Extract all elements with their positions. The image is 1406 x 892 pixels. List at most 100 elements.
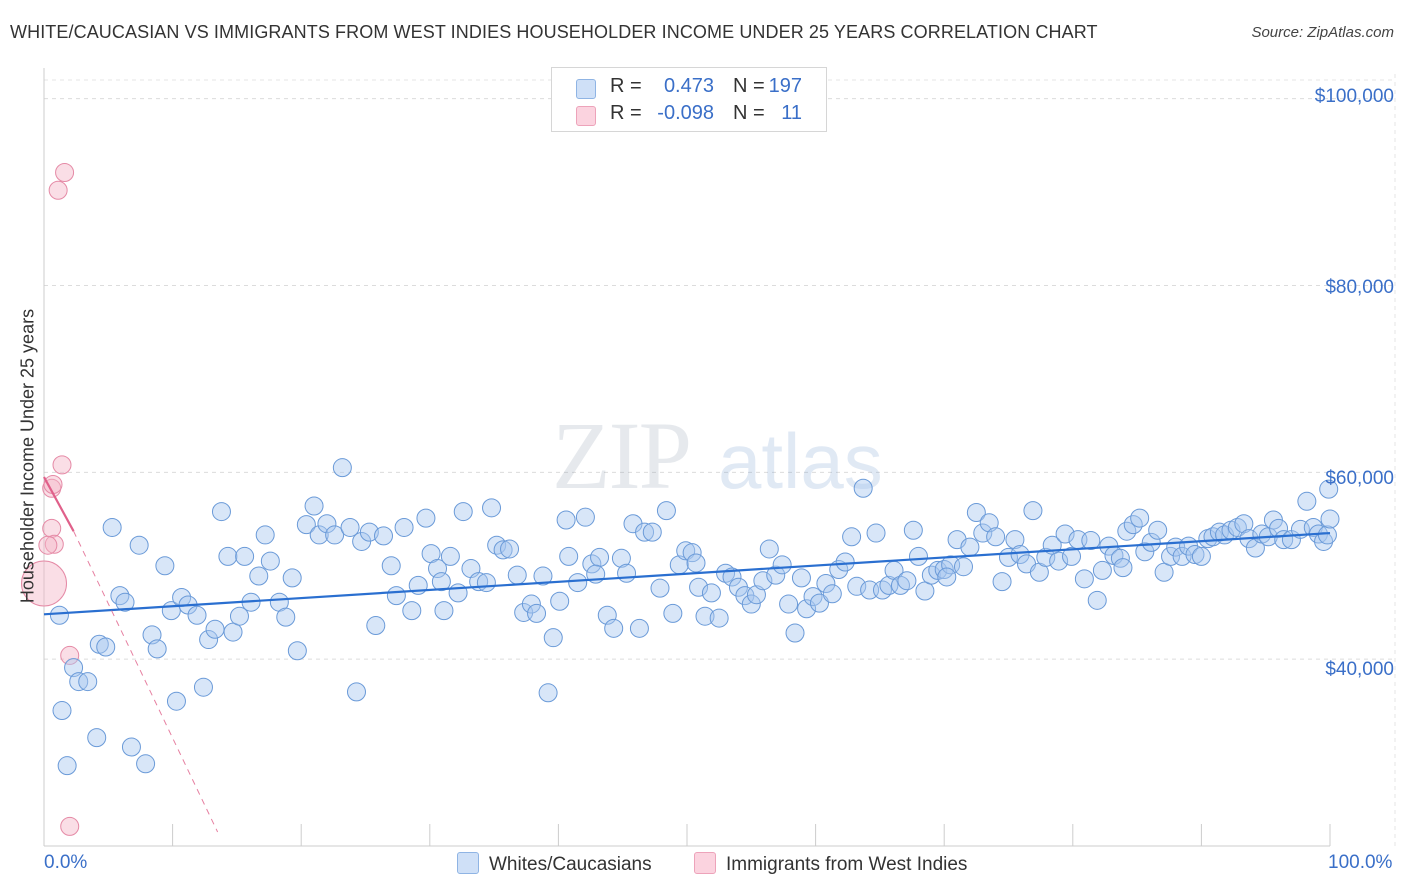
whites-point xyxy=(822,584,842,604)
whites-point xyxy=(205,619,225,639)
y-axis-label: Householder Income Under 25 years xyxy=(17,308,38,604)
whites-point xyxy=(129,535,149,555)
whites-point xyxy=(440,546,460,566)
whites-point xyxy=(1036,547,1056,567)
whites-point xyxy=(791,568,811,588)
whites-point xyxy=(431,572,451,592)
whites-point xyxy=(255,525,275,545)
west-indies-series xyxy=(21,162,80,836)
whites-point xyxy=(276,607,296,627)
west-indies-point xyxy=(43,474,63,494)
whites-point xyxy=(304,496,324,516)
whites-point xyxy=(527,603,547,623)
whites-point xyxy=(218,546,238,566)
whites-point xyxy=(842,527,862,547)
whites-point xyxy=(1245,538,1265,558)
west-indies-point xyxy=(52,455,72,475)
whites-point xyxy=(835,552,855,572)
whites-point xyxy=(1113,558,1133,578)
whites-point xyxy=(741,594,761,614)
whites-point xyxy=(121,737,141,757)
west-indies-point xyxy=(44,534,64,554)
west-indies-trend-line xyxy=(43,476,75,532)
legend-n-label: N = xyxy=(733,75,765,97)
whites-point xyxy=(1010,545,1030,565)
whites-point xyxy=(1234,514,1254,534)
whites-trend-line xyxy=(43,531,1331,616)
y-tick-label-40000: $40,000 xyxy=(1325,659,1394,680)
whites-point xyxy=(604,618,624,638)
whites-point xyxy=(772,555,792,575)
whites-point xyxy=(663,603,683,623)
whites-point xyxy=(332,458,352,478)
whites-point xyxy=(966,503,986,523)
whites-point xyxy=(992,572,1012,592)
whites-point xyxy=(642,522,662,542)
west-indies-point xyxy=(60,816,80,836)
whites-point xyxy=(568,573,588,593)
whites-point xyxy=(590,547,610,567)
legend-r-value: 0.473 xyxy=(663,75,714,97)
whites-point xyxy=(325,525,345,545)
whites-point xyxy=(575,507,595,527)
legend-item-west-indies: Immigrants from West Indies xyxy=(694,852,967,876)
legend-r-label: R = xyxy=(610,75,642,97)
whites-point xyxy=(629,618,649,638)
whites-point xyxy=(374,526,394,546)
whites-point xyxy=(709,608,729,628)
whites-point xyxy=(1023,501,1043,521)
whites-point xyxy=(211,502,231,522)
whites-point xyxy=(879,575,899,595)
whites-point xyxy=(1062,546,1082,566)
whites-point xyxy=(1161,546,1181,566)
west-indies-point xyxy=(21,560,67,607)
whites-point xyxy=(1320,509,1340,529)
y-tick-label-60000: $60,000 xyxy=(1325,468,1394,489)
whites-point xyxy=(155,556,175,576)
whites-point xyxy=(1092,560,1112,580)
whites-point xyxy=(416,508,436,528)
correlation-legend: R = 0.473 N = 197 R = -0.098 N = 11 xyxy=(551,67,827,132)
whites-point xyxy=(650,578,670,598)
west-indies-point xyxy=(42,518,62,538)
whites-point xyxy=(533,566,553,586)
whites-point xyxy=(611,548,631,568)
whites-point xyxy=(759,539,779,559)
whites-point xyxy=(701,583,721,603)
whites-point xyxy=(1317,525,1337,545)
whites-point xyxy=(507,565,527,585)
whites-point xyxy=(1081,531,1101,551)
whites-point xyxy=(52,701,72,721)
legend-row-whites: R = 0.473 N = 197 xyxy=(552,75,826,101)
whites-point xyxy=(716,563,736,583)
whites-point xyxy=(1148,520,1168,540)
whites-point xyxy=(359,522,379,542)
whites-point xyxy=(500,539,520,559)
whites-point xyxy=(187,605,207,625)
whites-point xyxy=(381,556,401,576)
y-tick-label-100000: $100,000 xyxy=(1314,86,1394,107)
whites-point xyxy=(260,551,280,571)
whites-point xyxy=(1141,532,1161,552)
whites-point xyxy=(847,576,867,596)
legend-n-value: 11 xyxy=(781,102,802,124)
watermark: ZIP atlas xyxy=(552,402,883,509)
x-tick-label-min: 0.0% xyxy=(44,852,88,873)
whites-point xyxy=(340,517,360,537)
whites-point xyxy=(1055,524,1075,544)
whites-point xyxy=(1297,491,1317,511)
whites-point xyxy=(866,523,886,543)
whites-point xyxy=(1185,545,1205,565)
whites-point xyxy=(746,585,766,605)
whites-point xyxy=(953,557,973,577)
whites-point xyxy=(543,628,563,648)
whites-point xyxy=(1049,551,1069,571)
whites-point xyxy=(223,622,243,642)
whites-point xyxy=(1130,508,1150,528)
whites-point xyxy=(453,502,473,522)
whites-point xyxy=(1005,530,1025,550)
legend-label-whites: Whites/Caucasians xyxy=(489,854,652,875)
whites-point xyxy=(287,641,307,661)
whites-point xyxy=(1074,569,1094,589)
whites-point xyxy=(908,546,928,566)
